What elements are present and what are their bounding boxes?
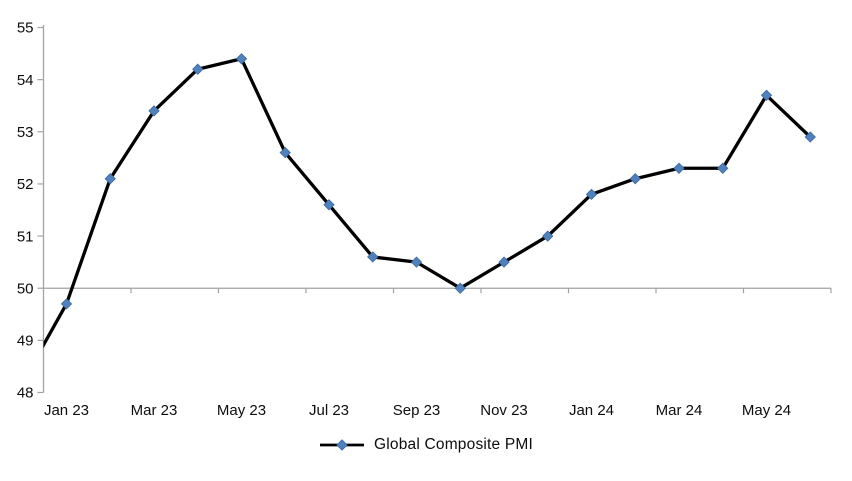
- data-point-marker: [367, 251, 379, 263]
- x-tick-label: Nov 23: [480, 402, 528, 419]
- y-tick-label: 55: [17, 20, 34, 37]
- x-tick-label: Jul 23: [309, 402, 349, 419]
- x-tick-label: Jan 24: [569, 402, 614, 419]
- x-tick-label: Jan 23: [44, 402, 89, 419]
- legend-line-marker-sample: [319, 439, 364, 451]
- y-tick-label: 49: [17, 333, 34, 350]
- x-tick-label: Sep 23: [393, 402, 441, 419]
- data-point-marker: [717, 162, 729, 174]
- data-point-marker: [673, 162, 685, 174]
- data-point-marker: [279, 146, 291, 159]
- legend: Global Composite PMI: [0, 436, 852, 454]
- y-axis: 48 49 50 51 52 53 54 55: [17, 20, 45, 402]
- y-tick-label: 50: [17, 280, 34, 297]
- data-point-marker: [410, 256, 423, 268]
- data-point-marker: [498, 256, 510, 268]
- y-tick-label: 51: [17, 228, 34, 245]
- legend-label: Global Composite PMI: [373, 436, 534, 453]
- x-tick-label: Mar 24: [656, 402, 703, 419]
- data-point-marker: [542, 230, 554, 242]
- y-tick-label: 52: [17, 176, 34, 193]
- y-tick-label: 54: [17, 72, 34, 89]
- data-point-marker: [60, 298, 73, 310]
- data-point-marker: [192, 63, 204, 75]
- chart-canvas: 48 49 50 51 52 53 54 55 Jan 23 Mar 23 May 23 Jul 23…: [17, 20, 832, 419]
- x-tick-label: May 23: [217, 402, 266, 419]
- series-line: [43, 57, 812, 349]
- data-point-marker: [760, 89, 773, 101]
- data-point-marker: [148, 105, 160, 117]
- series-global-composite-pmi: [43, 53, 816, 349]
- y-tick-label: 48: [17, 385, 34, 402]
- x-axis: [43, 287, 832, 294]
- data-point-marker: [323, 199, 335, 211]
- data-point-marker: [104, 173, 116, 185]
- x-tick-label: Mar 23: [131, 402, 178, 419]
- data-point-marker: [235, 53, 248, 65]
- x-tick-label: May 24: [742, 402, 791, 419]
- data-point-marker: [804, 131, 816, 143]
- x-tick-labels: Jan 23 Mar 23 May 23 Jul 23 Sep 23 Nov 23 Jan …: [44, 402, 791, 419]
- data-point-marker: [629, 173, 641, 185]
- data-point-marker: [454, 282, 466, 294]
- y-tick-label: 53: [17, 124, 34, 141]
- data-point-marker: [585, 188, 598, 201]
